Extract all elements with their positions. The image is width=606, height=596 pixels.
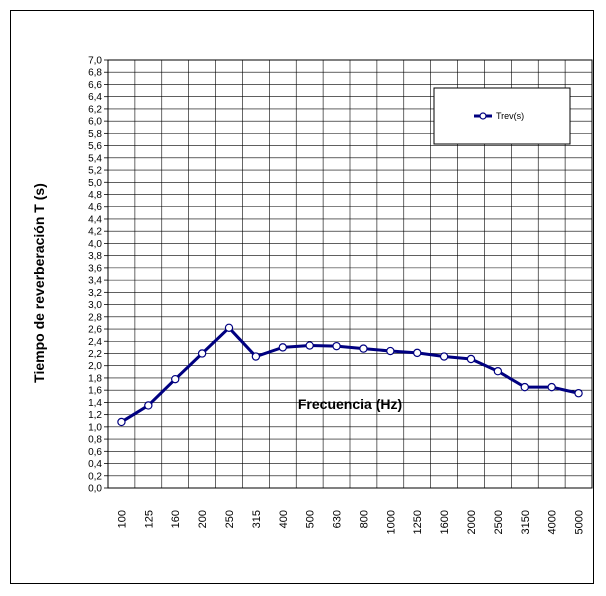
y-tick-label: 3,4 xyxy=(88,276,102,287)
y-tick-label: 2,4 xyxy=(88,337,102,348)
data-point xyxy=(171,374,180,384)
y-tick-label: 3,6 xyxy=(88,263,102,274)
y-tick-label: 3,8 xyxy=(88,251,102,262)
y-tick-label: 4,0 xyxy=(88,239,102,250)
y-tick-label: 0,0 xyxy=(88,484,102,495)
series-layer xyxy=(117,323,583,427)
y-tick-label: 4,6 xyxy=(88,202,102,213)
data-point xyxy=(520,382,529,392)
reverberation-chart: 0,00,20,40,60,81,01,21,41,61,82,02,22,42… xyxy=(31,56,593,534)
y-tick-label: 6,0 xyxy=(88,117,102,128)
series-line xyxy=(120,326,579,424)
y-tick-label: 5,4 xyxy=(88,153,102,164)
x-axis-ticks: 100 125 160 200 250 315 400 500 630 800 1000 1250 16… xyxy=(116,510,585,534)
y-axis-label: Tiempo de reverberación T (s) xyxy=(31,183,47,383)
y-tick-label: 2,6 xyxy=(88,325,102,336)
y-tick-label: 4,4 xyxy=(88,214,102,225)
y-tick-label: 6,6 xyxy=(88,80,102,91)
x-tick-label: 4000 xyxy=(547,510,559,534)
data-point xyxy=(332,341,341,351)
x-tick-label: 1250 xyxy=(412,510,424,534)
y-tick-label: 2,2 xyxy=(88,349,102,360)
x-tick-label: 800 xyxy=(358,510,370,528)
y-tick-label: 6,8 xyxy=(88,68,102,79)
y-tick-label: 2,8 xyxy=(88,312,102,323)
legend-label: Trev(s) xyxy=(496,111,524,121)
x-tick-label: 2000 xyxy=(466,510,478,534)
data-point xyxy=(251,352,261,361)
chart-frame: 0,0 0,2 0,4 0,6 0,8 1,0 1,2 1,4 1,6 1,8 2,0 2,2 2,4 2… xyxy=(10,10,594,584)
data-point xyxy=(144,401,153,410)
x-tick-label: 5000 xyxy=(574,510,586,534)
data-point xyxy=(197,349,207,358)
data-point xyxy=(413,348,422,358)
x-axis-label: Frecuencia (Hz) xyxy=(298,396,402,412)
y-tick-label: 7,0 xyxy=(88,56,102,67)
data-point xyxy=(359,344,368,353)
y-tick-label: 3,0 xyxy=(88,300,102,311)
data-point xyxy=(493,367,503,376)
data-point xyxy=(117,417,126,427)
y-tick-label: 4,8 xyxy=(88,190,102,201)
y-tick-label: 5,0 xyxy=(88,178,102,189)
y-tick-label: 5,2 xyxy=(88,166,102,177)
y-tick-label: 0,8 xyxy=(88,435,102,446)
grid-lines xyxy=(108,60,592,488)
data-point xyxy=(278,343,287,352)
x-tick-label: 2500 xyxy=(493,510,505,534)
data-point xyxy=(305,341,314,350)
data-point xyxy=(574,389,583,398)
x-tick-label: 400 xyxy=(278,510,290,528)
plot-area xyxy=(107,59,593,489)
y-tick-label: 0,4 xyxy=(88,459,102,470)
y-tick-label: 6,2 xyxy=(88,104,102,115)
y-tick-label: 0,2 xyxy=(88,471,102,482)
y-tick-label: 4,2 xyxy=(88,227,102,238)
data-point xyxy=(439,352,449,361)
data-point xyxy=(386,346,395,356)
x-tick-label: 3150 xyxy=(520,510,532,534)
x-tick-label: 500 xyxy=(305,510,317,528)
x-tick-label: 1000 xyxy=(385,510,397,534)
x-tick-label: 250 xyxy=(224,510,236,528)
x-tick-label: 1600 xyxy=(439,510,451,534)
y-tick-label: 5,6 xyxy=(88,141,102,152)
y-tick-label: 1,8 xyxy=(88,373,102,384)
y-tick-label: 5,8 xyxy=(88,129,102,140)
x-tick-label: 315 xyxy=(251,510,263,528)
y-tick-label: 6,4 xyxy=(88,92,102,103)
legend: Trev(s) xyxy=(433,87,571,145)
y-tick-label: 2,0 xyxy=(88,361,102,372)
y-axis-ticks: 0,00,20,40,60,81,01,21,41,61,82,02,22,42… xyxy=(88,56,108,495)
y-tick-label: 1,6 xyxy=(88,386,102,397)
data-point xyxy=(466,354,476,364)
data-point xyxy=(547,382,556,392)
x-tick-label: 100 xyxy=(116,510,128,528)
x-tick-label: 160 xyxy=(170,510,182,528)
y-tick-label: 1,4 xyxy=(88,398,102,409)
x-tick-label: 630 xyxy=(332,510,344,528)
x-tick-label: 125 xyxy=(143,510,155,528)
y-tick-label: 1,2 xyxy=(88,410,102,421)
y-tick-label: 3,2 xyxy=(88,288,102,299)
y-tick-label: 0,6 xyxy=(88,447,102,458)
data-point xyxy=(224,323,234,333)
x-tick-label: 200 xyxy=(197,510,209,528)
legend-point-marker xyxy=(479,112,487,120)
legend-box xyxy=(433,87,571,145)
y-tick-label: 1,0 xyxy=(88,422,102,433)
